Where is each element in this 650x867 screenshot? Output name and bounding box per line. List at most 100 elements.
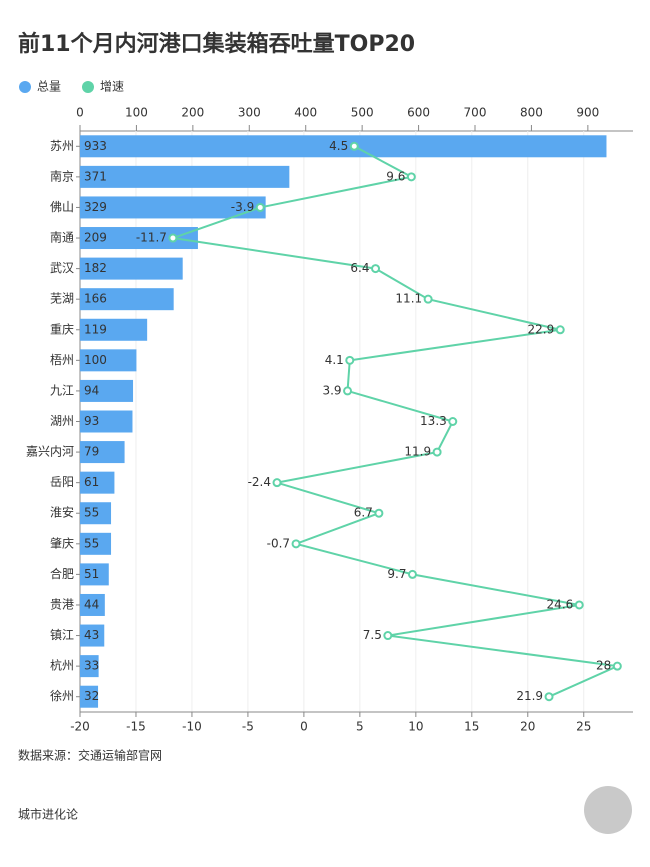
growth-label: -3.9 <box>231 200 254 214</box>
x-tick-label: 100 <box>125 106 148 120</box>
bar-label: 933 <box>84 139 107 153</box>
growth-label: 11.9 <box>404 445 431 459</box>
bar-label: 209 <box>84 231 107 245</box>
growth-label: -11.7 <box>136 231 167 245</box>
y-tick-label: 嘉兴内河 <box>26 445 74 459</box>
bar-label: 55 <box>84 506 99 520</box>
growth-point <box>374 508 384 518</box>
x2-tick-label: 10 <box>408 720 423 734</box>
legend-label: 总量 <box>37 80 61 94</box>
growth-point <box>291 539 301 549</box>
legend-marker <box>82 81 94 93</box>
y-tick-label: 肇庆 <box>50 535 74 550</box>
chart-title: 前11个月内河港口集装箱吞吐量TOP20 <box>18 31 415 57</box>
x-tick-label: 300 <box>238 106 261 120</box>
bar <box>80 502 112 525</box>
bar <box>80 227 198 250</box>
growth-label: 11.1 <box>395 292 422 306</box>
y-tick-label: 佛山 <box>50 200 74 214</box>
growth-label: 28 <box>596 659 611 673</box>
bar-label: 93 <box>84 414 99 428</box>
y-tick-label: 合肥 <box>50 566 74 581</box>
growth-label: -2.4 <box>248 475 271 489</box>
x2-tick-label: 25 <box>576 720 591 734</box>
growth-label: 21.9 <box>516 689 543 703</box>
y-tick-label: 贵港 <box>50 597 74 611</box>
growth-label: 6.7 <box>354 506 373 520</box>
y-tick-label: 九江 <box>50 383 74 397</box>
bar <box>80 288 174 311</box>
growth-point <box>555 325 565 335</box>
x2-tick-label: 15 <box>464 720 479 734</box>
bar-label: 119 <box>84 322 107 336</box>
y-tick-label: 淮安 <box>50 505 74 520</box>
x-tick-label: 900 <box>576 106 599 120</box>
growth-label: 3.9 <box>322 383 341 397</box>
bar <box>80 624 105 647</box>
growth-point <box>432 447 442 457</box>
growth-point <box>423 294 433 304</box>
bar-label: 61 <box>84 475 99 489</box>
bar-label: 79 <box>84 445 99 459</box>
x-tick-label: 0 <box>76 106 84 120</box>
y-tick-label: 苏州 <box>50 139 74 153</box>
growth-point <box>448 417 458 426</box>
bar-label: 94 <box>84 383 99 397</box>
growth-point <box>345 355 355 365</box>
y-tick-label: 武汉 <box>50 261 74 275</box>
bar-label: 43 <box>84 628 99 642</box>
growth-label: -0.7 <box>267 536 290 550</box>
growth-label: 22.9 <box>528 322 555 336</box>
x-tick-label: 200 <box>181 106 204 120</box>
y-tick-label: 重庆 <box>50 322 74 336</box>
growth-point <box>255 202 265 212</box>
growth-point <box>349 141 359 151</box>
x2-tick-label: 0 <box>300 720 308 734</box>
x-tick-label: 500 <box>351 106 374 120</box>
growth-point <box>612 661 622 671</box>
growth-label: 13.3 <box>420 414 447 428</box>
bar <box>80 379 134 402</box>
bar-label: 51 <box>84 567 99 581</box>
growth-label: 7.5 <box>363 628 382 642</box>
growth-point <box>407 569 417 579</box>
growth-label: 6.4 <box>350 261 369 275</box>
bar-label: 55 <box>84 536 99 550</box>
source: 数据来源：交通运输部官网 <box>18 748 162 763</box>
x-tick-label: 800 <box>520 106 543 120</box>
bar <box>80 655 99 678</box>
growth-point <box>371 264 381 274</box>
bar-label: 371 <box>84 169 107 183</box>
growth-point <box>383 631 393 641</box>
y-tick-label: 南通 <box>50 230 74 245</box>
growth-point <box>574 600 584 610</box>
growth-label: 4.1 <box>325 353 344 367</box>
bar-label: 44 <box>84 597 99 611</box>
bar <box>80 563 109 586</box>
y-tick-label: 南京 <box>50 168 74 183</box>
growth-point <box>168 233 178 243</box>
y-tick-label: 岳阳 <box>50 475 74 489</box>
bar-label: 182 <box>84 261 107 275</box>
x2-tick-label: -5 <box>242 720 254 734</box>
growth-point <box>272 478 282 488</box>
y-tick-label: 芜湖 <box>50 291 74 306</box>
x2-tick-label: 20 <box>520 720 535 734</box>
x2-tick-label: -20 <box>70 720 90 734</box>
growth-line <box>172 145 621 698</box>
bar <box>80 196 266 219</box>
growth-point <box>544 692 554 702</box>
x-tick-label: 400 <box>294 106 317 120</box>
growth-point <box>343 386 353 396</box>
bar <box>80 532 112 555</box>
legend-label: 增速 <box>100 80 124 94</box>
growth-label: 9.6 <box>386 169 405 183</box>
y-tick-label: 镇江 <box>50 628 74 642</box>
legend-marker <box>19 81 31 93</box>
bar <box>80 441 125 464</box>
x2-tick-label: -15 <box>126 720 146 734</box>
x2-tick-label: -10 <box>182 720 202 734</box>
growth-label: 9.7 <box>387 567 406 581</box>
growth-label: 4.5 <box>329 139 348 153</box>
